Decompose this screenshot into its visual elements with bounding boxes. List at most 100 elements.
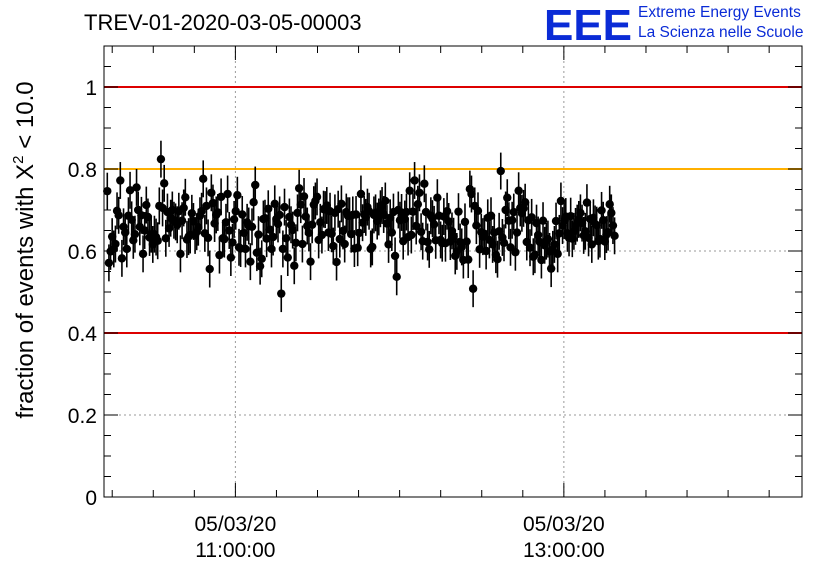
point-marker bbox=[283, 253, 292, 262]
point-marker bbox=[351, 210, 361, 219]
data-point bbox=[317, 216, 327, 254]
eee-logo-text: EEE bbox=[544, 4, 632, 42]
point-marker bbox=[381, 196, 390, 206]
point-marker bbox=[205, 264, 214, 274]
point-marker bbox=[199, 174, 208, 184]
point-marker bbox=[543, 234, 553, 244]
point-marker bbox=[137, 211, 146, 220]
data-point bbox=[465, 170, 475, 208]
point-marker bbox=[312, 192, 322, 202]
data-point bbox=[176, 235, 185, 273]
data-point bbox=[392, 258, 401, 296]
data-point bbox=[199, 160, 208, 198]
data-point bbox=[156, 140, 166, 178]
point-marker bbox=[241, 244, 250, 254]
point-marker bbox=[122, 244, 131, 254]
data-point bbox=[223, 175, 232, 213]
point-marker bbox=[177, 216, 187, 225]
point-marker bbox=[410, 176, 419, 185]
point-marker bbox=[132, 183, 141, 192]
data-point bbox=[454, 193, 463, 231]
point-marker bbox=[257, 254, 266, 263]
data-point bbox=[111, 225, 120, 263]
point-marker bbox=[215, 250, 224, 260]
point-marker bbox=[213, 208, 223, 217]
point-marker bbox=[402, 207, 411, 217]
point-marker bbox=[262, 234, 271, 243]
data-point bbox=[283, 239, 292, 277]
point-marker bbox=[203, 233, 213, 243]
point-marker bbox=[153, 236, 162, 245]
data-point bbox=[351, 196, 361, 233]
point-marker bbox=[464, 255, 473, 264]
point-marker bbox=[264, 204, 273, 213]
data-point bbox=[228, 223, 237, 261]
data-point bbox=[550, 225, 559, 263]
data-point bbox=[138, 235, 148, 273]
data-point bbox=[213, 194, 223, 231]
data-point bbox=[298, 225, 307, 263]
x-ticks: 05/03/20 11:00:00 05/03/20 13:00:00 bbox=[111, 46, 770, 562]
data-point bbox=[581, 212, 590, 250]
point-marker bbox=[468, 284, 478, 293]
point-marker bbox=[603, 227, 613, 237]
data-point bbox=[511, 233, 520, 271]
data-point bbox=[197, 192, 206, 230]
point-marker bbox=[293, 208, 302, 218]
point-marker bbox=[117, 254, 127, 263]
point-marker bbox=[608, 221, 618, 230]
point-marker bbox=[246, 257, 255, 266]
point-marker bbox=[130, 229, 140, 239]
y-tick-label: 0.4 bbox=[68, 323, 98, 346]
data-point bbox=[340, 225, 349, 263]
logo-tagline-1: Extreme Energy Events bbox=[638, 4, 801, 21]
point-marker bbox=[159, 179, 169, 188]
data-point bbox=[512, 214, 522, 251]
point-marker bbox=[460, 217, 470, 227]
data-point bbox=[368, 228, 377, 266]
data-point bbox=[290, 247, 299, 285]
point-marker bbox=[340, 239, 349, 249]
data-point bbox=[159, 164, 169, 202]
data-point bbox=[125, 171, 135, 209]
data-point bbox=[496, 152, 505, 190]
point-marker bbox=[254, 230, 263, 239]
x-tick-label-date: 05/03/20 bbox=[195, 513, 277, 536]
y-axis-title: fraction of events with X2 < 10.0 bbox=[10, 81, 39, 418]
point-marker bbox=[416, 227, 426, 236]
point-marker bbox=[420, 179, 429, 188]
data-point bbox=[280, 188, 289, 226]
y-tick-label: 0.2 bbox=[68, 405, 97, 428]
data-point bbox=[130, 215, 140, 253]
data-point bbox=[296, 186, 305, 224]
point-marker bbox=[527, 213, 536, 222]
data-point bbox=[202, 187, 211, 225]
point-marker bbox=[368, 242, 377, 252]
data-point bbox=[241, 230, 250, 268]
data-point bbox=[216, 178, 226, 216]
point-marker bbox=[233, 191, 242, 200]
point-marker bbox=[507, 216, 517, 225]
point-marker bbox=[247, 222, 257, 232]
data-point bbox=[117, 239, 127, 277]
point-marker bbox=[412, 221, 421, 231]
point-marker bbox=[291, 238, 301, 247]
point-marker bbox=[462, 237, 471, 246]
data-point bbox=[221, 203, 231, 241]
reference-lines bbox=[104, 86, 802, 334]
point-marker bbox=[556, 196, 566, 206]
point-marker bbox=[610, 231, 619, 241]
point-marker bbox=[425, 245, 434, 254]
data-point bbox=[254, 216, 263, 254]
point-marker bbox=[405, 186, 414, 195]
point-marker bbox=[390, 251, 400, 261]
point-marker bbox=[104, 258, 114, 268]
point-marker bbox=[423, 237, 432, 247]
data-point bbox=[407, 216, 416, 254]
point-marker bbox=[520, 198, 530, 207]
data-point bbox=[137, 196, 146, 234]
data-point bbox=[525, 229, 535, 267]
data-point bbox=[493, 240, 502, 278]
point-marker bbox=[329, 241, 338, 251]
point-marker bbox=[433, 193, 442, 202]
